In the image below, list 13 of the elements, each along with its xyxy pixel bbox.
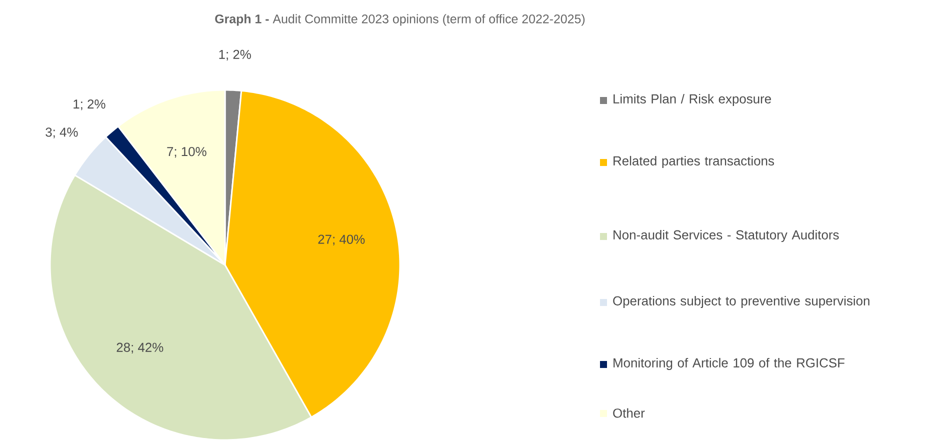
data-label: 3; 4% bbox=[46, 128, 78, 138]
data-label: 1; 2% bbox=[219, 50, 251, 61]
data-label: 1; 2% bbox=[74, 99, 106, 110]
legend-label: Related parties transactions bbox=[614, 156, 774, 168]
legend-label: Monitoring of Article 109 of the RGICSF bbox=[614, 358, 844, 370]
data-label: 7; 10% bbox=[167, 146, 206, 158]
legend-label: Limits Plan / Risk exposure bbox=[614, 94, 771, 106]
chart-title: Graph 1 - Audit Committe 2023 opinions (term of office 2022-2025) bbox=[215, 14, 585, 26]
data-label: 28; 42% bbox=[116, 342, 164, 354]
legend-label: Non-audit Services - Statutory Auditors bbox=[614, 230, 839, 242]
legend-label: Operations subject to preventive supervision bbox=[613, 296, 870, 308]
data-label: 27; 40% bbox=[318, 234, 365, 246]
legend-label: Other bbox=[613, 408, 645, 418]
